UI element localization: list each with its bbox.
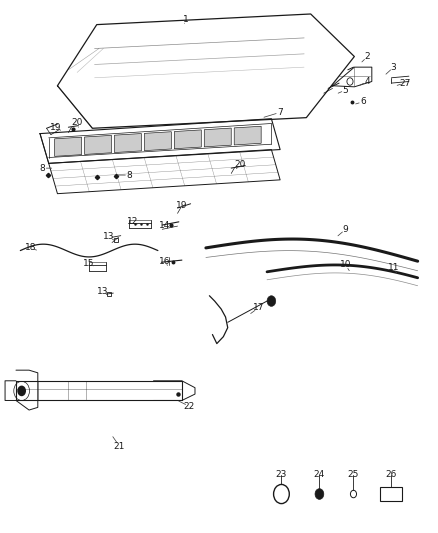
Text: 20: 20: [71, 118, 83, 127]
Polygon shape: [114, 134, 141, 152]
Text: 2: 2: [365, 52, 370, 61]
Text: 5: 5: [343, 85, 349, 94]
Polygon shape: [204, 128, 231, 147]
Text: 21: 21: [114, 442, 125, 451]
Text: 27: 27: [399, 78, 410, 87]
Text: 18: 18: [25, 244, 36, 253]
Text: 13: 13: [97, 287, 108, 296]
Text: 14: 14: [159, 221, 170, 230]
Text: 12: 12: [127, 217, 138, 227]
Text: 17: 17: [253, 303, 264, 312]
Text: 7: 7: [277, 108, 283, 117]
Polygon shape: [145, 132, 171, 151]
Text: 13: 13: [103, 232, 115, 241]
Text: 9: 9: [343, 225, 349, 234]
Text: 1: 1: [184, 15, 189, 24]
Text: 6: 6: [360, 97, 366, 106]
Text: 19: 19: [176, 201, 187, 210]
Polygon shape: [55, 137, 81, 156]
Polygon shape: [234, 126, 261, 145]
Text: 23: 23: [276, 471, 287, 479]
Text: 11: 11: [388, 263, 399, 272]
Circle shape: [315, 489, 324, 499]
Text: 24: 24: [314, 471, 325, 479]
Text: 20: 20: [234, 160, 246, 169]
Text: 19: 19: [49, 123, 61, 132]
Text: 8: 8: [39, 164, 45, 173]
Bar: [380, 487, 402, 502]
Text: 8: 8: [127, 171, 132, 180]
Text: 25: 25: [348, 471, 359, 479]
Text: 3: 3: [391, 63, 396, 71]
Text: 15: 15: [83, 259, 95, 268]
Text: 10: 10: [340, 261, 351, 269]
Text: 26: 26: [386, 471, 397, 479]
Polygon shape: [174, 130, 201, 149]
Circle shape: [267, 296, 276, 306]
Text: 16: 16: [159, 257, 170, 265]
Text: 4: 4: [365, 77, 370, 86]
Text: 22: 22: [184, 402, 195, 411]
Polygon shape: [85, 135, 111, 155]
Circle shape: [17, 385, 26, 396]
